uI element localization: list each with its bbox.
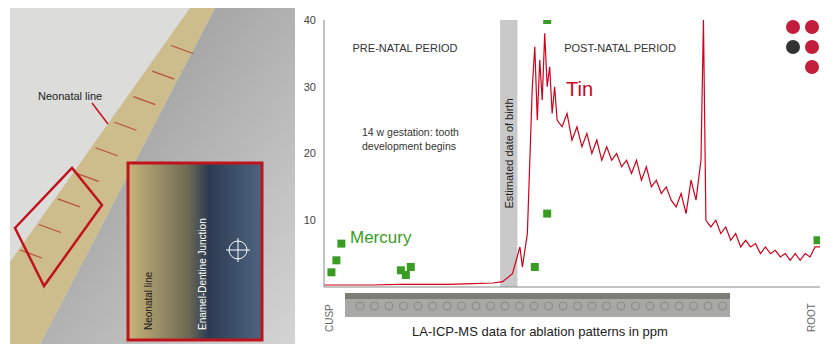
html-text:POST-NATAL PERIOD: POST-NATAL PERIOD	[564, 42, 676, 54]
html-text:Tin: Tin	[566, 78, 593, 100]
html-text:14 w gestation: tooth developm: 14 w gestation: tooth development begins	[362, 126, 459, 152]
svg-text:20: 20	[304, 147, 316, 159]
svg-text:Estimated date of birth: Estimated date of birth	[503, 98, 515, 208]
svg-text:Neonatal line: Neonatal line	[38, 90, 102, 102]
svg-text:40: 40	[304, 14, 316, 26]
html-text:PRE-NATAL PERIOD: PRE-NATAL PERIOD	[352, 42, 458, 54]
svg-text:Neonatal line: Neonatal line	[143, 271, 154, 330]
svg-text:30: 30	[304, 81, 316, 93]
svg-text:LA-ICP-MS data for ablation pa: LA-ICP-MS data for ablation patterns in …	[412, 324, 668, 339]
svg-text:ROOT: ROOT	[806, 303, 817, 332]
svg-text:Enamel-Dentine Junction: Enamel-Dentine Junction	[197, 218, 208, 330]
svg-text:10: 10	[304, 214, 316, 226]
html-text:Mercury: Mercury	[350, 228, 412, 247]
svg-text:CUSP: CUSP	[324, 304, 335, 332]
